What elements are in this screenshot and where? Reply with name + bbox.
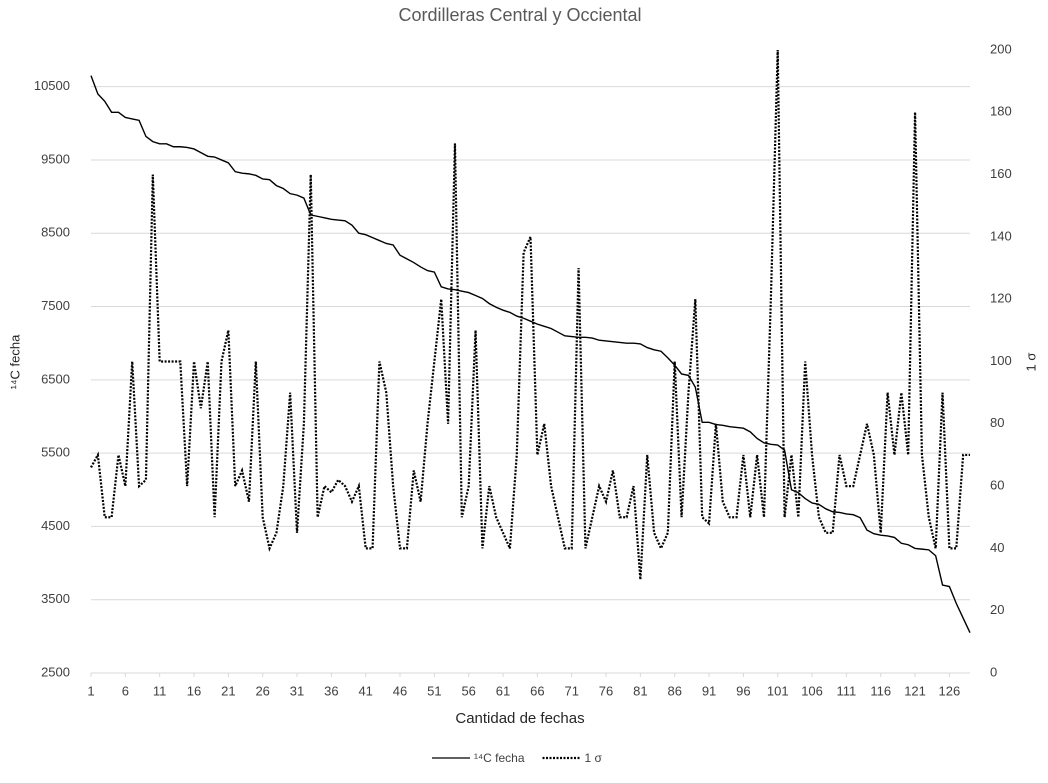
y2-tick-label: 100 (990, 353, 1012, 368)
x-tick-label: 126 (939, 683, 961, 698)
x-tick-label: 106 (801, 683, 823, 698)
y2-tick-label: 120 (990, 291, 1012, 306)
y2-tick-label: 0 (990, 664, 997, 679)
series-line (90, 49, 970, 580)
legend-label: 1 σ (585, 751, 603, 765)
y-tick-label: 9500 (41, 151, 70, 166)
x-tick-label: 51 (427, 683, 441, 698)
y2-axis-title: 1 σ (1023, 353, 1038, 372)
x-tick-label: 46 (393, 683, 407, 698)
x-tick-label: 61 (496, 683, 510, 698)
y-tick-label: 4500 (41, 518, 70, 533)
y2-tick-label: 200 (990, 41, 1012, 56)
y-axis-title: ¹⁴C fecha (7, 334, 22, 389)
x-tick-label: 86 (667, 683, 681, 698)
x-tick-label: 11 (153, 683, 167, 698)
x-tick-label: 1 (87, 683, 94, 698)
y-tick-label: 10500 (34, 78, 70, 93)
x-tick-label: 56 (461, 683, 475, 698)
y2-tick-label: 140 (990, 228, 1012, 243)
x-tick-label: 81 (633, 683, 647, 698)
y-tick-label: 7500 (41, 298, 70, 313)
y2-tick-label: 20 (990, 602, 1004, 617)
x-tick-label: 16 (187, 683, 201, 698)
series-line (90, 75, 971, 633)
x-tick-label: 31 (290, 683, 304, 698)
y-tick-label: 6500 (41, 371, 70, 386)
x-tick-label: 121 (904, 683, 926, 698)
x-tick-label: 26 (255, 683, 269, 698)
legend-label: ¹⁴C fecha (474, 751, 525, 765)
y-tick-label: 2500 (41, 664, 70, 679)
x-tick-label: 101 (767, 683, 789, 698)
y-tick-label: 3500 (41, 591, 70, 606)
y2-tick-label: 60 (990, 478, 1004, 493)
y-tick-label: 5500 (41, 445, 70, 460)
x-tick-label: 96 (736, 683, 750, 698)
x-tick-label: 41 (358, 683, 372, 698)
x-tick-label: 66 (530, 683, 544, 698)
y2-tick-label: 160 (990, 166, 1012, 181)
chart-title: Cordilleras Central y Occiental (398, 5, 641, 25)
x-tick-label: 6 (122, 683, 129, 698)
y2-tick-label: 180 (990, 104, 1012, 119)
x-tick-label: 21 (221, 683, 235, 698)
x-tick-label: 76 (599, 683, 613, 698)
x-tick-label: 111 (837, 683, 857, 698)
x-axis-title: Cantidad de fechas (455, 710, 584, 727)
y2-tick-label: 80 (990, 415, 1004, 430)
x-tick-label: 116 (870, 683, 891, 698)
x-tick-label: 71 (564, 683, 578, 698)
y-tick-label: 8500 (41, 225, 70, 240)
x-tick-label: 36 (324, 683, 338, 698)
y2-tick-label: 40 (990, 540, 1004, 555)
x-tick-label: 91 (702, 683, 716, 698)
